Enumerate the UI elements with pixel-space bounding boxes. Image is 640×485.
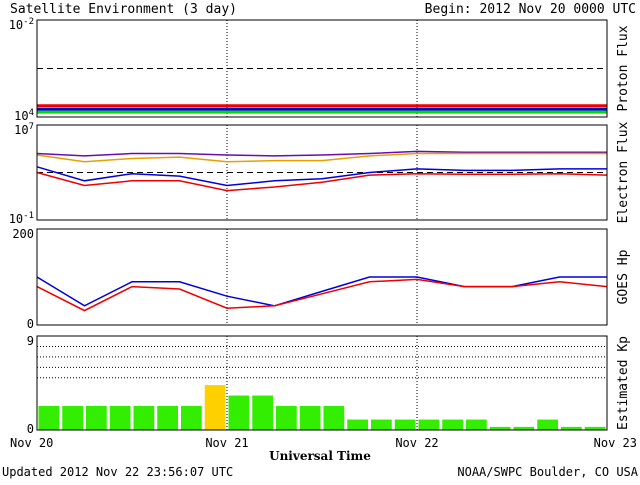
x-tick-label: Nov 23 [594, 436, 637, 450]
kp-bar [371, 419, 392, 430]
updated-timestamp: Updated 2012 Nov 22 23:56:07 UTC [2, 465, 233, 479]
red-series-line [36, 278, 608, 312]
kp-bar [489, 426, 511, 430]
kp-bar [38, 405, 60, 430]
panel-frame [36, 335, 608, 431]
kp-bar [204, 385, 226, 430]
credit-text: NOAA/SWPC Boulder, CO USA [457, 465, 638, 479]
kp-bar [252, 395, 273, 430]
y-tick-label: 9 [27, 334, 34, 348]
kp-bar [228, 395, 250, 430]
chart-title: Satellite Environment (3 day) [10, 2, 237, 17]
panel-frame [36, 124, 608, 221]
kp-bar [418, 419, 440, 430]
kp-bar [442, 419, 463, 430]
y-tick-label: 104 [14, 108, 34, 123]
x-tick-label: Nov 21 [205, 436, 248, 450]
kp-bar [584, 426, 606, 430]
y-axis-label: GOES Hp [616, 249, 631, 304]
kp-bar [513, 426, 535, 430]
kp-bar [157, 405, 178, 430]
kp-bar [394, 419, 416, 430]
kp-bar [299, 405, 321, 430]
kp-bar [347, 419, 368, 430]
panel-frame [36, 19, 608, 118]
kp-bar [109, 405, 131, 430]
y-axis-label: Estimated Kp [616, 336, 631, 430]
y-tick-label: 0 [27, 422, 34, 436]
x-tick-label: Nov 22 [395, 436, 438, 450]
kp-bar [133, 405, 155, 430]
kp-bar [276, 405, 297, 430]
kp-bar [537, 419, 558, 430]
y-axis-label: Electron Flux [616, 121, 631, 223]
y-tick-label: 200 [12, 227, 34, 241]
y-axis-label: Proton Flux [616, 25, 631, 111]
x-tick-label: Nov 20 [10, 436, 53, 450]
blue-series-line [36, 166, 607, 187]
kp-bar [181, 405, 202, 430]
y-tick-label: 0 [27, 317, 34, 331]
red-series-line [36, 171, 608, 192]
kp-bar [86, 405, 107, 430]
kp-bar [62, 405, 83, 430]
y-tick-label: 107 [14, 122, 34, 137]
y-tick-label: 10-2 [9, 17, 34, 32]
kp-bar [466, 419, 487, 430]
panels: 10-2 104 Proton Flux 107 10-1 Electron Flux 20… [9, 17, 637, 450]
x-axis-label: Universal Time [269, 449, 371, 463]
orange-series-line [36, 152, 607, 163]
kp-bar [323, 405, 345, 430]
y-tick-label: 10-1 [9, 211, 34, 226]
begin-date: Begin: 2012 Nov 20 0000 UTC [425, 2, 636, 17]
kp-bar [561, 426, 582, 430]
panel-frame [36, 228, 608, 326]
purple-series-line [36, 150, 607, 157]
